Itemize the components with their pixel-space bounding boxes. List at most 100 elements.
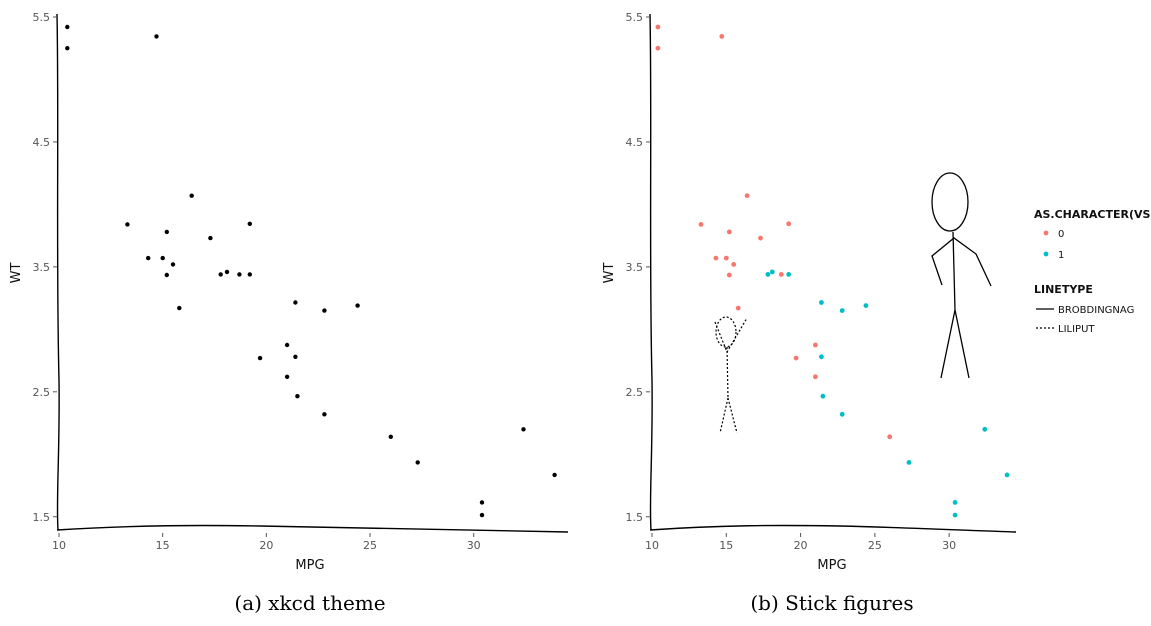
- data-point: [786, 221, 792, 227]
- data-point: [257, 355, 263, 361]
- legend-color-title: AS.CHARACTER(VS): [1034, 208, 1151, 221]
- x-tick-label: 20: [794, 539, 808, 552]
- x-tick-label: 20: [259, 539, 273, 552]
- data-point: [726, 272, 732, 278]
- data-point: [735, 305, 741, 311]
- y-tick-label: 1.5: [33, 511, 51, 524]
- data-point: [952, 500, 958, 505]
- x-tick-label: 15: [719, 539, 733, 552]
- data-point: [793, 355, 799, 361]
- panel-b-legend: AS.CHARACTER(VS) 0 1 LINETYPE BROBDINGNA…: [1034, 208, 1151, 335]
- data-point: [160, 255, 165, 261]
- x-tick-label: 30: [942, 539, 956, 552]
- y-tick-label: 5.5: [33, 11, 51, 24]
- brobdingnag-legs: [940, 309, 970, 379]
- panel-a-caption: (a) xkcd theme: [234, 591, 385, 615]
- panel-b-y-ticks: 1.5 2.5 3.5 4.5 5.5: [626, 11, 650, 524]
- data-point: [293, 300, 298, 305]
- data-point: [713, 255, 719, 261]
- y-tick-label: 2.5: [626, 386, 644, 399]
- panel-a-chart: 1.5 2.5 3.5 4.5 5.5 10 15 20 25 30 MPG WT (a) xk…: [9, 11, 569, 615]
- data-point: [839, 308, 845, 313]
- data-point: [819, 354, 824, 360]
- data-point: [723, 255, 729, 261]
- panel-b-points: [655, 24, 1010, 518]
- legend-linetype-label-0: BROBDINGNAG: [1058, 305, 1134, 316]
- data-point: [820, 393, 826, 399]
- data-point: [189, 193, 194, 198]
- panel-a-points: [65, 24, 557, 518]
- data-point: [164, 229, 169, 235]
- x-tick-label: 15: [156, 539, 170, 552]
- data-point: [887, 434, 893, 440]
- panel-a-y-axis-title: WT: [9, 263, 24, 284]
- data-point: [146, 255, 151, 261]
- y-tick-label: 2.5: [33, 386, 51, 399]
- data-point: [415, 460, 420, 465]
- data-point: [177, 305, 182, 311]
- y-tick-label: 4.5: [626, 136, 644, 149]
- legend-label-1: 1: [1058, 250, 1064, 261]
- data-point: [839, 411, 845, 417]
- data-point: [154, 34, 159, 39]
- data-point: [778, 272, 784, 277]
- data-point: [164, 272, 169, 278]
- data-point: [322, 412, 327, 417]
- panel-b-y-axis-line: [649, 13, 653, 531]
- panel-a-x-ticks: 10 15 20 25 30: [52, 533, 481, 552]
- data-point: [218, 272, 223, 277]
- legend-swatch-0: [1043, 230, 1049, 236]
- data-point: [1004, 472, 1010, 478]
- data-point: [284, 374, 290, 379]
- panel-b-chart: 1.52.53.54.55.5 10 15 20 25 30 MPG WT AS.CHA…: [602, 11, 1151, 615]
- data-point: [521, 427, 526, 432]
- data-point: [698, 222, 704, 227]
- panel-a-x-axis-line: [56, 524, 569, 533]
- data-point: [819, 300, 824, 305]
- data-point: [355, 303, 360, 308]
- brobdingnag-stick-figure: [931, 172, 992, 379]
- legend-linetype-title: LINETYPE: [1034, 283, 1093, 296]
- data-point: [744, 193, 750, 199]
- liliput-body: [726, 346, 729, 399]
- x-tick-label: 30: [467, 539, 481, 552]
- data-point: [479, 500, 485, 505]
- data-point: [479, 512, 485, 518]
- data-point: [758, 235, 763, 241]
- data-point: [719, 34, 725, 39]
- data-point: [65, 46, 70, 51]
- brobdingnag-body: [952, 231, 956, 311]
- panel-b-x-ticks: 10 15 20 25 30: [645, 533, 956, 552]
- data-point: [906, 460, 912, 465]
- panel-b-y-axis-title: WT: [602, 263, 617, 284]
- data-point: [224, 269, 230, 275]
- data-point: [65, 24, 70, 30]
- data-point: [293, 354, 298, 359]
- data-point: [247, 221, 252, 226]
- data-point: [786, 272, 792, 277]
- data-point: [863, 303, 869, 308]
- liliput-head: [715, 316, 737, 348]
- liliput-arms: [714, 317, 748, 354]
- data-point: [655, 24, 661, 30]
- y-tick-label: 4.5: [33, 136, 51, 149]
- liliput-stick-figure: [714, 316, 748, 434]
- data-point: [552, 472, 557, 478]
- data-point: [247, 272, 252, 277]
- legend-label-0: 0: [1058, 229, 1064, 240]
- data-point: [726, 229, 732, 235]
- brobdingnag-arms: [931, 237, 992, 287]
- x-tick-label: 10: [52, 539, 66, 552]
- data-point: [982, 426, 988, 432]
- y-tick-label: 1.5: [626, 511, 644, 524]
- data-point: [208, 235, 213, 241]
- data-point: [322, 308, 327, 313]
- y-tick-label: 5.5: [626, 11, 644, 24]
- data-point: [813, 374, 818, 380]
- y-tick-label: 3.5: [33, 261, 51, 274]
- panel-b-caption: (b) Stick figures: [750, 591, 913, 615]
- x-tick-label: 10: [645, 539, 659, 552]
- data-point: [284, 342, 290, 348]
- x-tick-label: 25: [868, 539, 882, 552]
- brobdingnag-head: [931, 172, 969, 232]
